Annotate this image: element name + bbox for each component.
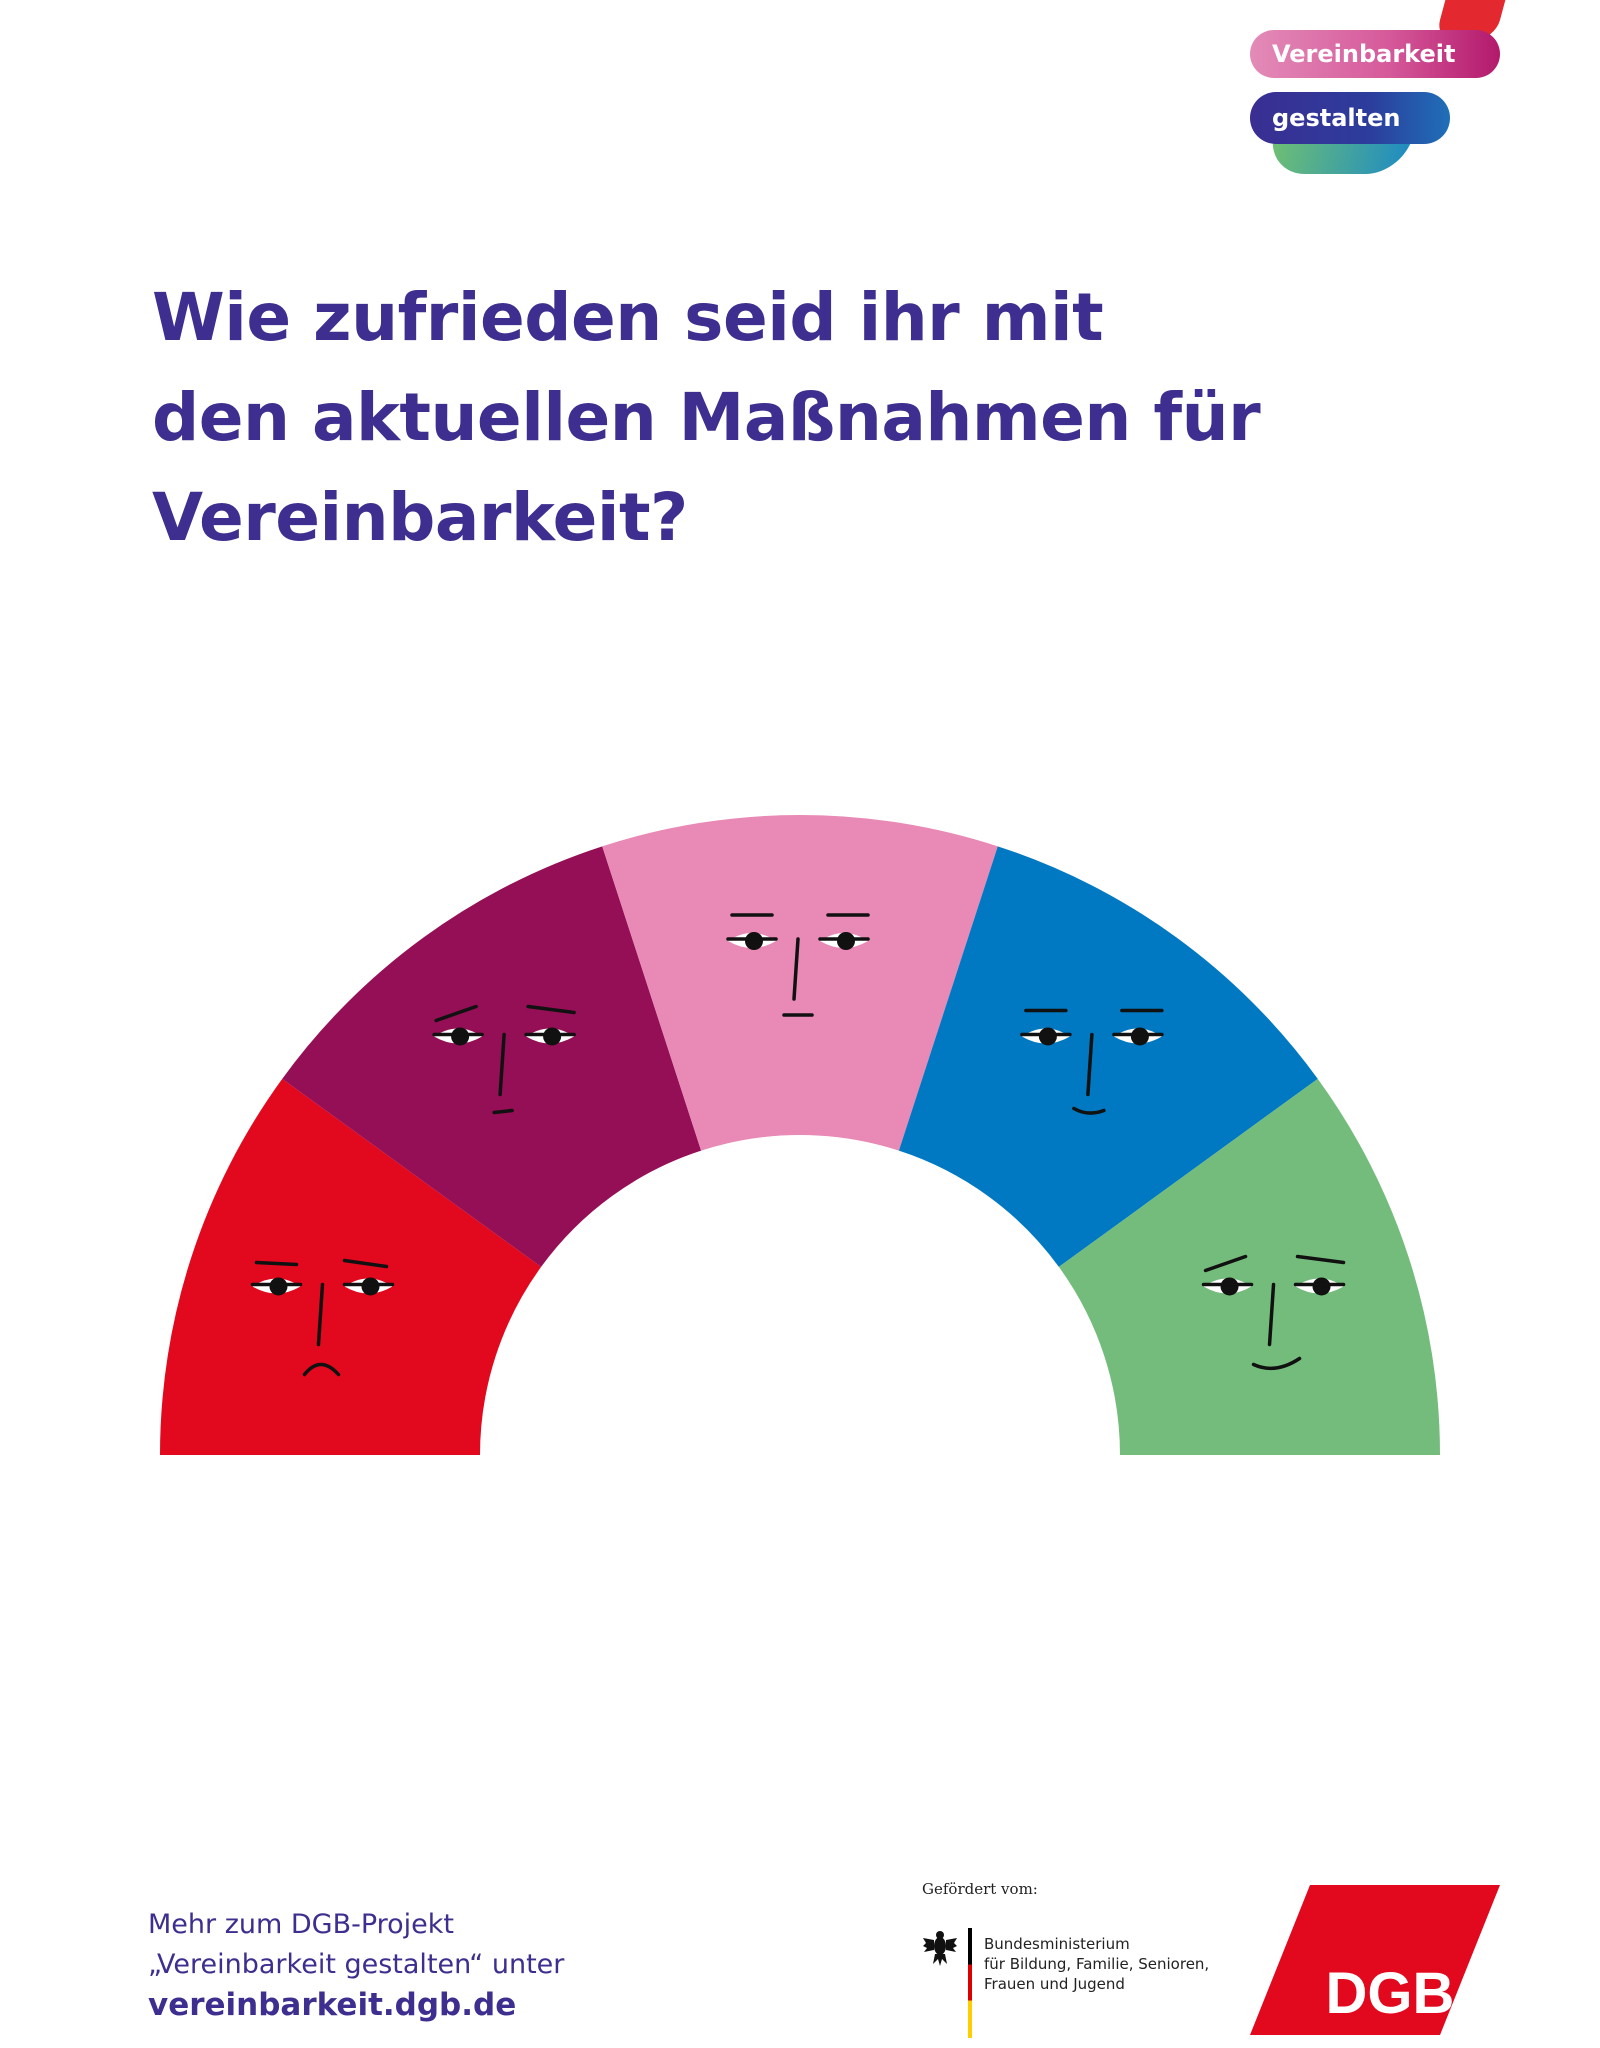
ministry-name-line: Bundesministerium (984, 1935, 1130, 1953)
scale-segment[interactable] (1058, 1078, 1440, 1455)
title-line: Vereinbarkeit? (152, 479, 688, 556)
logo-label-gestalten: gestalten (1250, 92, 1450, 144)
page-title: Wie zufrieden seid ihr mit den aktuellen… (152, 268, 1452, 568)
scale-segment[interactable] (602, 815, 998, 1151)
ministry-name-line: für Bildung, Familie, Senioren, (984, 1955, 1210, 1973)
ministry-logo: Bundesministerium für Bildung, Familie, … (922, 1928, 1209, 2038)
funded-label: Gefördert vom: (922, 1880, 1038, 1898)
federal-eagle-icon (923, 1931, 957, 1966)
scale-segment[interactable] (160, 1078, 542, 1455)
info-line: „Vereinbarkeit gestalten“ unter (148, 1949, 565, 1980)
skeptical-face-icon (432, 1004, 576, 1115)
project-link[interactable]: vereinbarkeit.dgb.de (148, 1987, 517, 2023)
dgb-logo: DGB (1250, 1885, 1500, 2035)
scale-segment[interactable] (898, 846, 1318, 1267)
dgb-logo-text: DGB (1326, 1961, 1455, 2026)
happy-face-icon (1201, 1254, 1346, 1371)
unhappy-face-icon (250, 1258, 395, 1377)
neutral-face-icon (726, 913, 870, 1017)
dgb-logo-shape (1250, 1885, 1500, 2035)
title-line: Wie zufrieden seid ihr mit (152, 279, 1104, 356)
german-flag-bar (968, 1928, 972, 2038)
scale-segment[interactable] (282, 846, 702, 1267)
title-line: den aktuellen Maßnahmen für (152, 379, 1261, 456)
satisfaction-scale (160, 815, 1440, 1455)
project-logo: Vereinbarkeit gestalten (1230, 0, 1506, 180)
content-face-icon (1020, 1008, 1164, 1115)
project-info: Mehr zum DGB-Projekt „Vereinbarkeit gest… (148, 1905, 564, 2025)
info-line: Mehr zum DGB-Projekt (148, 1909, 455, 1940)
ministry-name-line: Frauen und Jugend (984, 1975, 1125, 1993)
logo-label-vereinbarkeit: Vereinbarkeit (1250, 30, 1500, 78)
